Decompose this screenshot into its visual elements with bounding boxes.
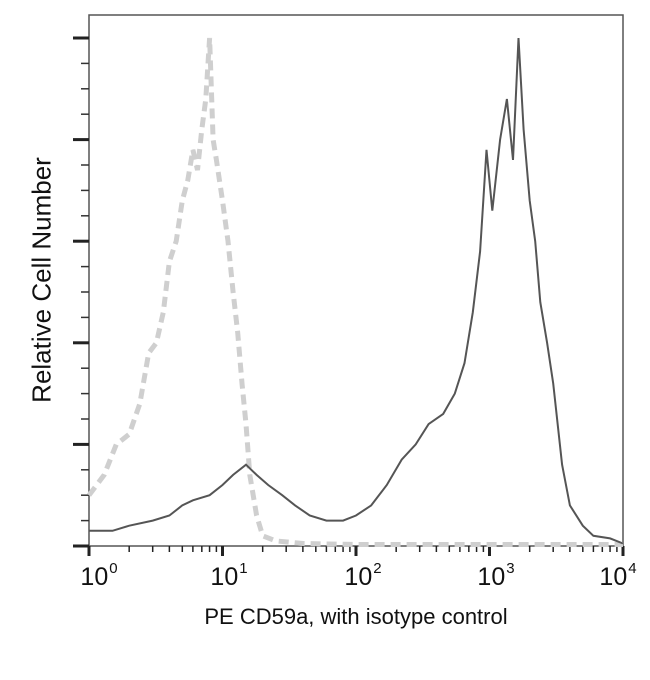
plot-frame (88, 14, 624, 547)
x-tick-label-3: 103 (477, 560, 515, 591)
x-tick-label-4: 104 (599, 560, 637, 591)
x-tick-label-0: 100 (80, 560, 118, 591)
x-tick-label-1: 101 (210, 560, 248, 591)
y-axis-label: Relative Cell Number (26, 157, 57, 403)
pe-cd59a-curve (89, 37, 624, 545)
x-tick-label-2: 102 (344, 560, 382, 591)
isotype-control-curve (86, 37, 623, 547)
x-axis-ticks (87, 546, 625, 556)
y-axis-ticks (73, 36, 89, 548)
x-axis-label: PE CD59a, with isotype control (204, 604, 508, 629)
